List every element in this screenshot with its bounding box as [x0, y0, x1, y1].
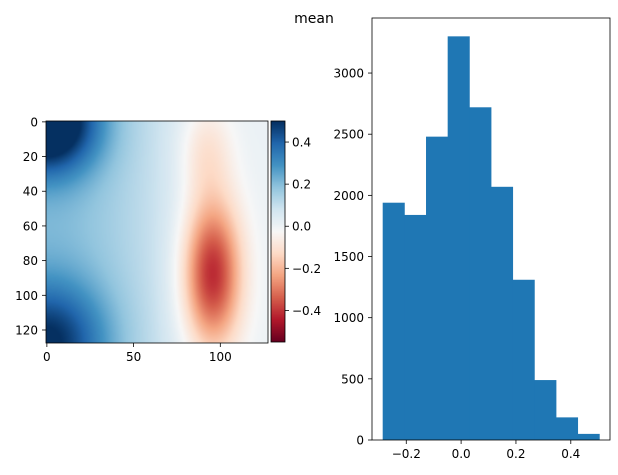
- colorbar-gradient: [271, 121, 285, 342]
- histogram-y-tick-label: 3000: [333, 67, 364, 81]
- colorbar-frame: [270, 120, 286, 343]
- histogram-bar: [404, 214, 427, 440]
- heatmap-image-wrap: [46, 121, 268, 343]
- histogram-bar: [469, 107, 492, 440]
- histogram-bar: [577, 433, 600, 440]
- histogram-axes: −0.2 0.0 0.2 0.4 0 500 1000 1500 2000 2500 3000: [333, 17, 611, 461]
- histogram-x-tick-label: 0.2: [506, 447, 525, 461]
- heatmap-y-tick-label: 80: [23, 254, 38, 268]
- histogram-bar: [426, 136, 449, 440]
- histogram-bar: [534, 380, 557, 440]
- colorbar-gradient-wrap: [271, 121, 285, 342]
- heatmap-x-tick-label: 100: [209, 350, 232, 364]
- histogram-x-tick-label: 0.0: [452, 447, 471, 461]
- histogram-x-tick-label: 0.4: [561, 447, 580, 461]
- histogram-y-tick-label: 500: [341, 372, 364, 386]
- colorbar-tick-label: 0.4: [292, 136, 311, 150]
- heatmap-y-tick-label: 20: [23, 150, 38, 164]
- histogram-y-tick-label: 2500: [333, 128, 364, 142]
- histogram-bar: [447, 36, 470, 440]
- colorbar-tick-label: 0.2: [292, 178, 311, 192]
- heatmap-axes: 0 50 100 0 20 40 60 80 100 120: [15, 115, 269, 364]
- histogram-frame: [371, 17, 611, 441]
- heatmap-image: [46, 121, 268, 343]
- colorbar-tick-label: −0.4: [292, 304, 321, 318]
- histogram-bar: [382, 202, 405, 440]
- histogram-y-tick-label: 1500: [333, 250, 364, 264]
- heatmap-x-tick-label: 0: [43, 350, 51, 364]
- histogram-y-tick-label: 2000: [333, 189, 364, 203]
- heatmap-y-tick-label: 0: [30, 115, 38, 129]
- histogram-bar: [512, 279, 535, 440]
- heatmap-frame: [45, 120, 269, 344]
- histogram-y-tick-label: 1000: [333, 311, 364, 325]
- histogram-bar: [491, 186, 514, 440]
- histogram-y-tick-label: 0: [356, 434, 364, 448]
- heatmap-x-tick-label: 50: [126, 350, 141, 364]
- heatmap-y-tick-label: 120: [15, 323, 38, 337]
- heatmap-y-tick-label: 100: [15, 289, 38, 303]
- histogram-x-tick-label: −0.2: [392, 447, 421, 461]
- figure-title: mean: [294, 11, 334, 27]
- histogram-bar: [555, 417, 579, 440]
- colorbar-tick-label: 0.0: [292, 220, 311, 234]
- colorbar-tick-label: −0.2: [292, 262, 321, 276]
- colorbar: 0.4 0.2 0.0 −0.2 −0.4: [270, 120, 321, 343]
- heatmap-y-tick-label: 60: [23, 219, 38, 233]
- heatmap-y-tick-label: 40: [23, 185, 38, 199]
